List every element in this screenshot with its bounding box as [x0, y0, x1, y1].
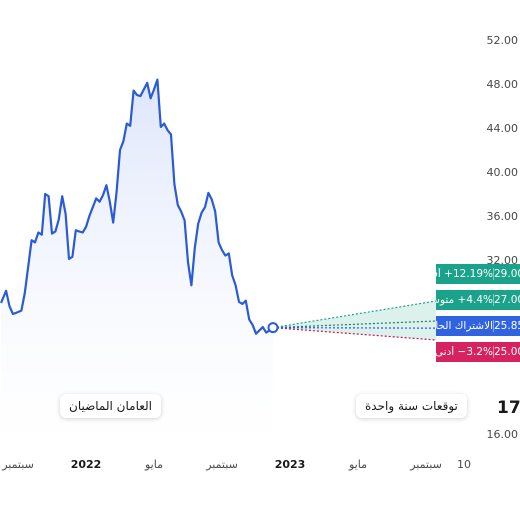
- x-tick-label: مايو: [144, 458, 163, 471]
- forecast-min-line: [272, 327, 437, 341]
- y-tick-label: 36.00: [487, 210, 519, 223]
- price-line: [0, 78, 274, 335]
- price-area: [1, 79, 273, 450]
- brand-logo: 17: [497, 398, 520, 418]
- current-price-value: 25.85: [493, 320, 520, 332]
- current-price-dot: [267, 322, 279, 334]
- forecast-max-value: 29.00: [493, 268, 520, 280]
- x-tick-label: سبتمبر: [1, 458, 34, 471]
- past-period-label: العامان الماضيان: [60, 394, 162, 418]
- forecast-min-badge: 3.2%− أدنى 25.00: [436, 342, 520, 362]
- forecast-avg-line: [272, 320, 437, 329]
- current-price-badge: الاشتراك الحالي 25.85: [436, 316, 520, 336]
- x-tick-label: سبتمبر: [409, 458, 442, 471]
- y-tick-label: 40.00: [487, 166, 519, 179]
- forecast-max-badge: 12.19%+ أقصى 29.00: [436, 264, 520, 284]
- x-tick-label: سبتمبر: [205, 458, 238, 471]
- x-tick-label: 10: [457, 458, 471, 471]
- current-price-label: الاشتراك الحالي: [436, 320, 493, 332]
- forecast-avg-label: 4.4%+ متوسط: [436, 294, 493, 306]
- forecast-max-label: 12.19%+ أقصى: [436, 268, 493, 280]
- y-tick-label: 52.00: [487, 34, 519, 47]
- x-tick-label: 2023: [275, 458, 306, 471]
- forecast-avg-badge: 4.4%+ متوسط 27.00: [436, 290, 520, 310]
- forecast-max-line: [272, 300, 437, 329]
- forecast-period-label: توقعات سنة واحدة: [356, 394, 467, 418]
- x-tick-label: 2022: [71, 458, 102, 471]
- forecast-min-value: 25.00: [493, 346, 520, 358]
- forecast-min-label: 3.2%− أدنى: [436, 346, 493, 358]
- forecast-current-line: [272, 327, 437, 329]
- forecast-avg-value: 27.00: [493, 294, 520, 306]
- y-tick-label: 32.00: [487, 254, 519, 267]
- y-tick-label: 44.00: [487, 122, 519, 135]
- y-tick-label: 48.00: [487, 78, 519, 91]
- y-tick-label: 16.00: [487, 428, 519, 441]
- x-tick-label: مايو: [348, 458, 367, 471]
